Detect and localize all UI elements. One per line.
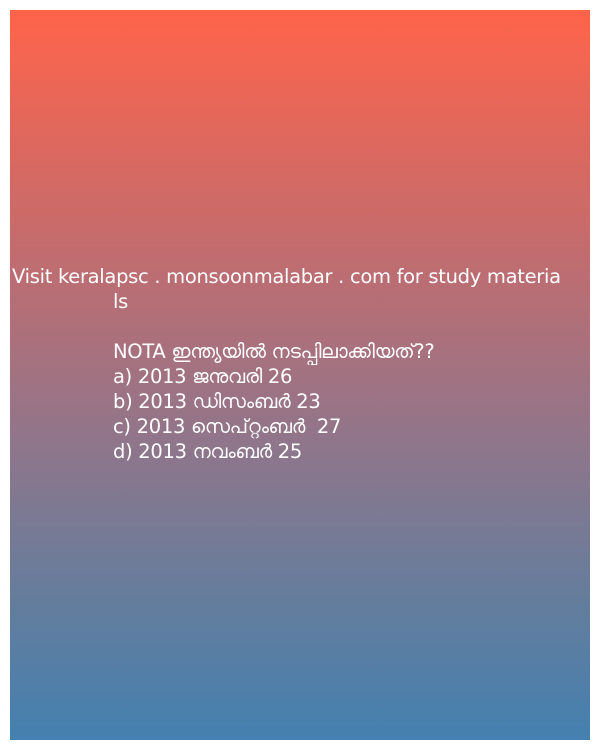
option-b: b) 2013 ഡിസംബർ 23 (113, 390, 321, 413)
promo-text-line-2: ls (113, 290, 128, 313)
spacer (10, 314, 590, 339)
option-d: d) 2013 നവംബർ 25 (113, 440, 303, 463)
quiz-text-block: Visit keralapsc . monsoonmalabar . com f… (10, 264, 590, 464)
promo-text-line-1: Visit keralapsc . monsoonmalabar . com f… (12, 265, 561, 288)
question-text: NOTA ഇന്ത്യയിൽ നടപ്പിലാക്കിയത്?? (113, 340, 435, 363)
option-a: a) 2013 ജനുവരി 26 (113, 365, 293, 388)
quiz-card: Visit keralapsc . monsoonmalabar . com f… (10, 10, 590, 740)
option-c: c) 2013 സെപ്റ്റംബർ 27 (113, 415, 342, 438)
